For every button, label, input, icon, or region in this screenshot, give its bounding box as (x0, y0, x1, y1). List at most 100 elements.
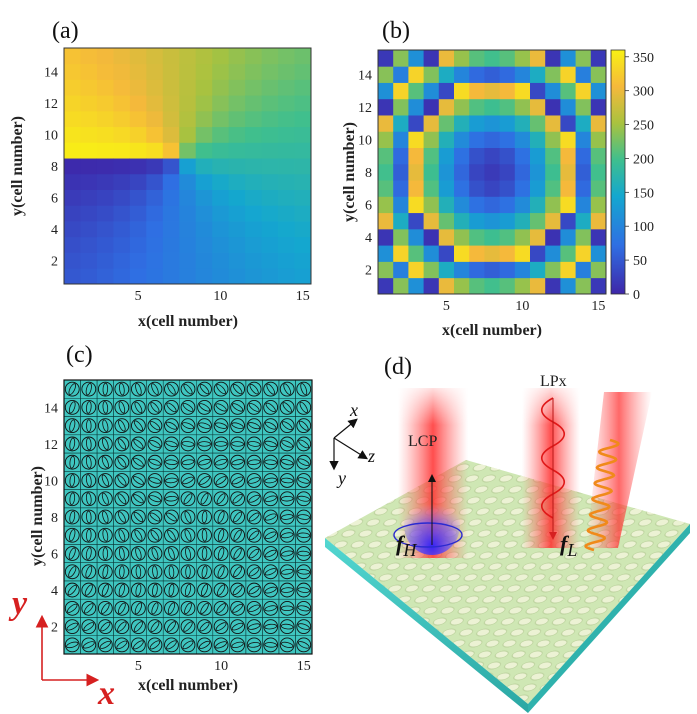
meta-atom (101, 474, 109, 487)
heat-cell (228, 110, 246, 128)
heat-cell (212, 158, 230, 175)
meta-atom (264, 459, 278, 465)
heat-cell (113, 48, 131, 65)
heat-cell (261, 63, 279, 80)
meta-atom (84, 584, 93, 596)
meta-atom (280, 568, 294, 575)
heat-cell (545, 212, 561, 230)
heat-cell (228, 63, 246, 80)
meta-atom (102, 382, 109, 396)
panel-a-label: (a) (52, 18, 79, 44)
unit-cell-ring (296, 619, 312, 634)
unit-cell-ring (147, 527, 163, 543)
heat-cell (438, 66, 455, 83)
unit-cell-ring (230, 637, 245, 653)
unit-cell-ring (246, 564, 262, 580)
heat-cell (499, 66, 516, 83)
unit-cell-ring (97, 418, 113, 434)
heat-cell (560, 196, 576, 214)
heat-cell (212, 252, 230, 269)
heat-cell (64, 63, 81, 80)
meta-atom (150, 621, 160, 632)
heat-cell (499, 261, 516, 279)
meta-atom (248, 403, 260, 412)
y-tick-label: 2 (365, 264, 372, 279)
heat-cell (530, 196, 546, 214)
unit-cell-ring (81, 600, 97, 616)
heat-cell (575, 180, 592, 197)
heat-cell (378, 147, 394, 165)
meta-atom (264, 513, 277, 521)
meta-atom (86, 419, 92, 433)
colorbar-ticks: 0 50 100 150 200 250 300 350 (625, 51, 654, 303)
colorbar-tick-label: 100 (633, 220, 654, 235)
heat-cell (212, 189, 230, 206)
heat-cell (261, 221, 279, 238)
heat-cell (179, 221, 197, 238)
heat-cell (514, 163, 531, 181)
unit-cell-ring (97, 637, 113, 653)
colorbar-tick-label: 50 (633, 254, 647, 269)
meta-atom (67, 603, 78, 613)
heat-cell (179, 252, 197, 269)
meta-atom (69, 492, 76, 506)
unit-cell-ring (263, 436, 279, 452)
heat-cell (294, 236, 312, 253)
meta-atom (168, 547, 175, 560)
heat-cell (146, 189, 164, 206)
heat-cell (162, 189, 180, 206)
meta-atom (135, 565, 142, 579)
meta-atom (247, 623, 261, 630)
meta-atom (84, 603, 94, 614)
heat-cell (514, 228, 531, 246)
heat-cell (294, 252, 312, 269)
heat-cell (454, 50, 470, 67)
unit-cell-ring (147, 600, 163, 616)
unit-cell-ring (213, 546, 229, 561)
meta-atom (248, 494, 260, 503)
heat-cell (146, 63, 164, 80)
unit-cell-ring (230, 619, 245, 634)
heat-cell (469, 50, 485, 67)
unit-cell-ring (131, 582, 146, 598)
heat-cell (195, 236, 213, 253)
heat-cell (469, 212, 485, 230)
heat-cell (423, 245, 440, 262)
y-tick-label: 2 (51, 621, 58, 636)
heat-cell (484, 261, 500, 279)
meta-atom (248, 567, 260, 577)
heat-cell (113, 189, 131, 206)
heat-cell (294, 95, 312, 112)
heat-cell (469, 180, 485, 197)
unit-cell-ring (64, 619, 80, 634)
heat-cell (113, 173, 131, 190)
heat-cell (408, 277, 424, 295)
spiral-helix (584, 438, 620, 552)
heat-cell (590, 163, 607, 181)
heat-cell (96, 48, 114, 65)
heat-cell (228, 236, 246, 253)
unit-cell-ring (279, 582, 295, 598)
heat-cell (146, 268, 164, 285)
heat-cell (560, 98, 576, 116)
heat-cell (393, 277, 409, 295)
meta-atom (216, 603, 226, 614)
heat-cell (278, 48, 295, 65)
heat-cell (469, 277, 485, 295)
heat-cell (212, 110, 230, 128)
heat-cell (378, 98, 394, 116)
meta-atom (117, 602, 126, 615)
meta-atom (86, 401, 92, 414)
heat-cell (378, 228, 394, 246)
unit-cell-ring (246, 582, 262, 598)
heat-cell (530, 66, 546, 83)
unit-cell-ring (97, 546, 113, 561)
unit-cell-ring (147, 491, 163, 507)
heat-cell (393, 131, 409, 148)
heat-cell (499, 131, 516, 148)
heat-cell (228, 189, 246, 206)
heat-cell (294, 142, 312, 159)
meta-atom (166, 621, 176, 632)
y-tick-label: 12 (44, 438, 58, 453)
heat-cell (514, 66, 531, 83)
